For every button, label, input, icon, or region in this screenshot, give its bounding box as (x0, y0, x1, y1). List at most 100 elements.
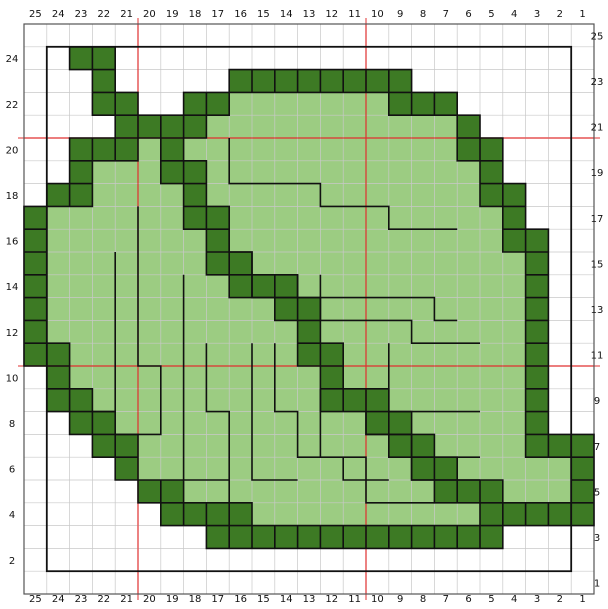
light-stitch-cell (457, 229, 480, 252)
light-stitch-cell (366, 160, 389, 184)
light-stitch-cell (411, 252, 435, 275)
row-label-left: 8 (9, 419, 15, 430)
light-stitch-cell (411, 138, 435, 161)
light-stitch-cell (457, 343, 480, 366)
row-label-left: 14 (6, 282, 19, 293)
light-stitch-cell (183, 320, 207, 344)
column-label-top: 11 (348, 9, 361, 20)
dark-stitch-cell (183, 183, 207, 207)
column-label-top: 20 (143, 9, 156, 20)
light-stitch-cell (366, 297, 389, 321)
row-label-left: 6 (9, 465, 15, 476)
light-stitch-cell (138, 206, 161, 230)
light-stitch-cell (252, 115, 275, 138)
dark-stitch-cell (115, 92, 138, 116)
light-stitch-cell (115, 183, 138, 207)
light-stitch-cell (297, 183, 321, 207)
dark-stitch-cell (457, 525, 480, 549)
column-label-bottom: 21 (120, 594, 133, 605)
light-stitch-cell (320, 480, 344, 503)
light-stitch-cell (480, 297, 503, 321)
light-stitch-cell (252, 343, 275, 366)
light-stitch-cell (480, 206, 503, 230)
column-label-bottom: 23 (75, 594, 88, 605)
dark-stitch-cell (229, 69, 252, 93)
light-stitch-cell (457, 252, 480, 275)
light-stitch-cell (206, 480, 230, 503)
column-label-top: 12 (325, 9, 338, 20)
light-stitch-cell (434, 115, 458, 138)
dark-stitch-cell (160, 138, 184, 161)
light-stitch-cell (388, 206, 412, 230)
light-stitch-cell (502, 343, 526, 366)
light-stitch-cell (297, 115, 321, 138)
light-stitch-cell (229, 480, 252, 503)
dark-stitch-cell (24, 297, 47, 321)
light-stitch-cell (434, 160, 458, 184)
column-label-bottom: 25 (29, 594, 42, 605)
light-stitch-cell (160, 343, 184, 366)
light-stitch-cell (434, 434, 458, 458)
light-stitch-cell (343, 457, 366, 480)
column-label-bottom: 12 (325, 594, 338, 605)
column-label-bottom: 9 (397, 594, 403, 605)
light-stitch-cell (388, 457, 412, 480)
light-stitch-cell (343, 92, 366, 116)
light-stitch-cell (69, 366, 93, 389)
light-stitch-cell (411, 183, 435, 207)
light-stitch-cell (388, 183, 412, 207)
column-label-bottom: 2 (557, 594, 563, 605)
column-label-top: 23 (75, 9, 88, 20)
column-label-bottom: 18 (189, 594, 202, 605)
light-stitch-cell (457, 297, 480, 321)
light-stitch-cell (434, 343, 458, 366)
light-stitch-cell (206, 160, 230, 184)
dark-stitch-cell (229, 252, 252, 275)
column-label-top: 15 (257, 9, 270, 20)
axis-labels: 25 24 23 22 21 20 19 18 17 16 15 14 13 12 11 10 9 8 7 6 5 4 3 2… (6, 9, 604, 605)
light-stitch-cell (411, 160, 435, 184)
light-stitch-cell (69, 252, 93, 275)
light-stitch-cell (366, 115, 389, 138)
light-stitch-cell (320, 502, 344, 526)
light-stitch-cell (343, 411, 366, 435)
light-stitch-cell (92, 274, 116, 298)
light-stitch-cell (343, 366, 366, 389)
pattern-outline (23, 46, 595, 550)
row-label-right: 17 (591, 214, 604, 225)
light-stitch-cell (320, 457, 344, 480)
dark-stitch-cell (92, 69, 116, 93)
dark-stitch-cell (252, 525, 275, 549)
light-stitch-cell (434, 388, 458, 412)
light-stitch-cell (206, 320, 230, 344)
light-stitch-cell (183, 388, 207, 412)
dark-stitch-cell (46, 366, 70, 389)
light-stitch-cell (46, 320, 70, 344)
light-stitch-cell (229, 138, 252, 161)
light-stitch-cell (343, 115, 366, 138)
light-stitch-cell (206, 115, 230, 138)
light-stitch-cell (274, 434, 298, 458)
dark-stitch-cell (252, 274, 275, 298)
light-stitch-cell (274, 366, 298, 389)
light-stitch-cell (183, 411, 207, 435)
light-stitch-cell (297, 388, 321, 412)
light-stitch-cell (115, 297, 138, 321)
light-stitch-cell (183, 457, 207, 480)
dark-stitch-cell (320, 343, 344, 366)
light-stitch-cell (502, 320, 526, 344)
column-label-top: 10 (371, 9, 384, 20)
column-label-top: 17 (211, 9, 224, 20)
light-stitch-cell (274, 343, 298, 366)
light-stitch-cell (457, 274, 480, 298)
light-stitch-cell (206, 274, 230, 298)
light-stitch-cell (388, 343, 412, 366)
dark-stitch-cell (297, 69, 321, 93)
light-stitch-cell (411, 320, 435, 344)
light-stitch-cell (46, 229, 70, 252)
dark-stitch-cell (388, 69, 412, 93)
column-label-top: 3 (534, 9, 540, 20)
light-stitch-cell (138, 297, 161, 321)
dark-stitch-cell (388, 525, 412, 549)
light-stitch-cell (434, 274, 458, 298)
